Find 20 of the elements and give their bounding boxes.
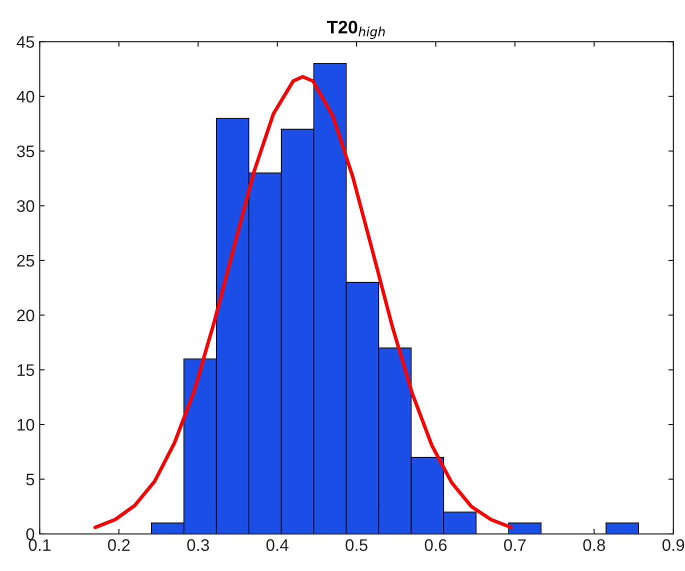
y-tick-label: 15 bbox=[18, 364, 34, 376]
x-tick-label: 0.9 bbox=[662, 539, 684, 551]
x-tick-label: 0.8 bbox=[583, 539, 606, 551]
y-tick-label: 40 bbox=[16, 90, 34, 103]
x-tick-label: 0.6 bbox=[424, 539, 447, 551]
y-tick-label: 0 bbox=[26, 528, 34, 540]
y-tick-label: 30 bbox=[16, 200, 34, 212]
y-tick-label: 25 bbox=[17, 254, 34, 267]
x-tick-label: 0.4 bbox=[266, 539, 288, 551]
y-tick-label: 10 bbox=[18, 418, 34, 431]
chart-title: T20$_{high}$ bbox=[327, 20, 385, 39]
x-tick-label: 0.7 bbox=[504, 539, 526, 551]
x-tick-label: 0.3 bbox=[187, 539, 209, 551]
x-tick-label: 0.5 bbox=[346, 539, 368, 551]
y-tick-label: 45 bbox=[16, 36, 34, 48]
x-tick-label: 0.2 bbox=[108, 539, 130, 551]
y-tick-label: 20 bbox=[17, 310, 34, 322]
x-tick-label: 0.1 bbox=[28, 539, 50, 551]
y-tick-label: 35 bbox=[16, 145, 34, 158]
y-tick-label: 5 bbox=[26, 474, 34, 486]
